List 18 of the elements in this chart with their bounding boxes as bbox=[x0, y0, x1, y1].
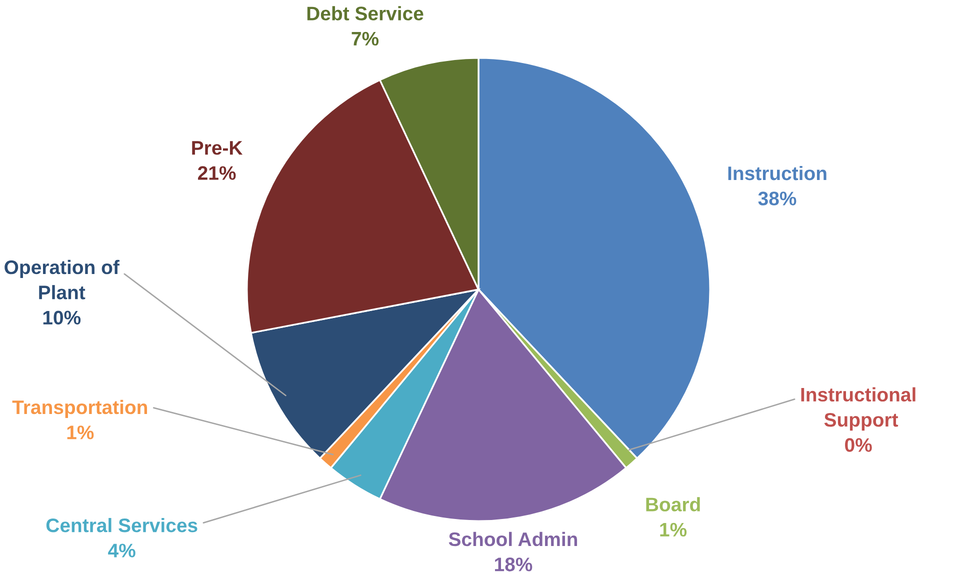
data-label: 21% bbox=[198, 166, 236, 180]
data-label: 38% bbox=[758, 192, 796, 206]
data-label: 10% bbox=[43, 310, 81, 325]
data-label: 7% bbox=[352, 32, 379, 46]
slice-label: Pre-K bbox=[192, 141, 243, 155]
data-label: 18% bbox=[495, 558, 532, 572]
slice-label: Instruction bbox=[728, 166, 826, 180]
slice-label: Board bbox=[646, 497, 700, 512]
slice-label: Transportation bbox=[12, 400, 148, 418]
data-label: 4% bbox=[108, 544, 136, 558]
slice-label: Operation of Plant bbox=[4, 260, 120, 300]
category-label: Instructional Support bbox=[801, 387, 916, 431]
slice-label: School Admin bbox=[448, 532, 578, 546]
slice-label: Central Services bbox=[46, 518, 198, 532]
text: 0% bbox=[845, 438, 872, 452]
slice-label: Debt Service bbox=[307, 6, 424, 20]
data-label: 1% bbox=[660, 522, 687, 537]
data-label: 1% bbox=[67, 426, 94, 440]
